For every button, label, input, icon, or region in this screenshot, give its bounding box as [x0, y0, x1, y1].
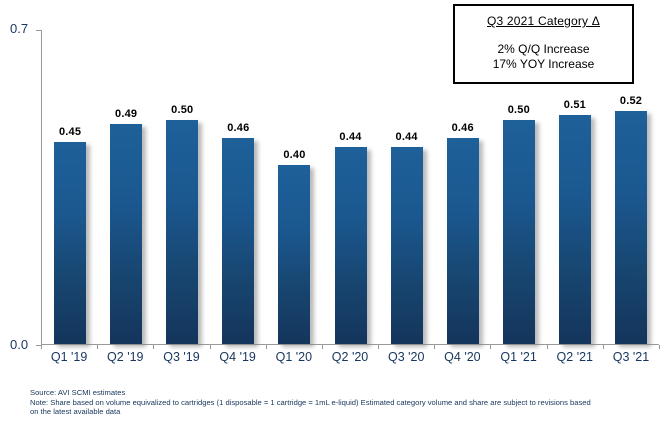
- callout-yoy-increase: 17% YOY Increase: [492, 57, 595, 71]
- bar: [54, 142, 87, 344]
- footer-notes: Source: AVI SCMI estimates Note: Share b…: [30, 388, 658, 417]
- bar: [558, 115, 591, 344]
- x-axis-tick-mark: [41, 345, 42, 349]
- bar-group: 0.44: [322, 30, 378, 344]
- x-axis-tick-label: Q2 '19: [107, 350, 144, 364]
- x-axis-tick-mark: [209, 345, 211, 349]
- bar-group: 0.52: [603, 30, 659, 344]
- y-axis-tick-label-max: 0.7: [10, 21, 29, 36]
- bar: [502, 119, 535, 344]
- bar: [278, 164, 311, 344]
- source-note: Source: AVI SCMI estimates: [30, 388, 126, 397]
- callout-title: Q3 2021 Category Δ: [486, 14, 600, 28]
- x-axis-tick-mark: [602, 345, 604, 349]
- x-axis-tick-label: Q1 '20: [275, 350, 313, 364]
- x-axis-tick-mark: [434, 345, 436, 349]
- bar: [222, 137, 255, 344]
- bar-value-label: 0.46: [451, 121, 474, 134]
- x-axis-tick-label: Q3 '21: [612, 350, 650, 364]
- x-axis-tick-label: Q4 '19: [219, 350, 256, 364]
- bar-value-label: 0.45: [58, 126, 82, 139]
- bar-group: 0.44: [379, 30, 435, 344]
- callout-box: Q3 2021 Category Δ 2% Q/Q Increase 17% Y…: [453, 4, 634, 84]
- bar-group: 0.46: [435, 30, 491, 344]
- x-axis-tick-label: Q3 '20: [387, 350, 425, 364]
- x-axis-tick-label: Q3 '19: [163, 350, 200, 364]
- bars: 0.45 0.49 0.50 0.46 0.40 0.44 0.44 0.46 0.50 0.51…: [42, 30, 659, 344]
- x-axis-tick-label: Q4 '20: [444, 350, 481, 364]
- methodology-note-line1: Note: Share based on volume equivalized …: [30, 397, 591, 407]
- bar: [334, 146, 367, 344]
- bar: [166, 119, 199, 344]
- bar-group: 0.40: [266, 30, 322, 344]
- bar-value-label: 0.52: [619, 94, 643, 107]
- callout-qq-increase: 2% Q/Q Increase: [497, 42, 590, 56]
- bar-value-label: 0.44: [395, 130, 418, 143]
- bar-group: 0.46: [210, 30, 266, 344]
- bar-group: 0.49: [98, 30, 154, 344]
- bar-group: 0.45: [42, 30, 98, 344]
- bar-value-label: 0.46: [227, 121, 250, 134]
- x-axis-tick-mark: [378, 345, 380, 349]
- bar-group: 0.50: [154, 30, 210, 344]
- bar-value-label: 0.44: [339, 130, 362, 143]
- y-axis-tick-mark-bottom: [36, 345, 41, 346]
- bar-value-label: 0.51: [563, 99, 586, 112]
- x-axis-tick-mark: [659, 345, 660, 349]
- x-axis-tick-mark: [97, 345, 99, 349]
- bar: [390, 146, 423, 344]
- y-axis-tick-label-min: 0.0: [10, 337, 29, 352]
- x-axis-tick-mark: [153, 345, 155, 349]
- bar: [614, 110, 647, 344]
- x-axis-tick-mark: [546, 345, 548, 349]
- x-axis-tick-mark: [490, 345, 492, 349]
- plot-area: 0.45 0.49 0.50 0.46 0.40 0.44 0.44 0.46 0.50 0.51…: [41, 30, 659, 345]
- bar-group: 0.50: [491, 30, 547, 344]
- methodology-note-line2: on the latest available data: [30, 407, 121, 417]
- x-axis-tick-label: Q2 '20: [331, 350, 369, 364]
- x-axis-tick-label: Q1 '21: [500, 350, 537, 364]
- x-axis-tick-mark: [321, 345, 323, 349]
- y-axis-tick-mark-top: [36, 30, 41, 31]
- bar-value-label: 0.50: [171, 103, 194, 116]
- bar-value-label: 0.49: [115, 108, 138, 121]
- x-axis-tick-label: Q1 '19: [50, 350, 88, 364]
- x-axis-tick-label: Q2 '21: [556, 350, 593, 364]
- x-axis-labels: Q1 '19 Q2 '19 Q3 '19 Q4 '19 Q1 '20 Q2 '20 Q3 '…: [41, 350, 659, 364]
- bar: [110, 124, 143, 344]
- bar-group: 0.51: [547, 30, 603, 344]
- x-axis-tick-mark: [265, 345, 267, 349]
- bar: [446, 137, 479, 344]
- bar-value-label: 0.40: [283, 148, 306, 161]
- bar-value-label: 0.50: [507, 103, 530, 116]
